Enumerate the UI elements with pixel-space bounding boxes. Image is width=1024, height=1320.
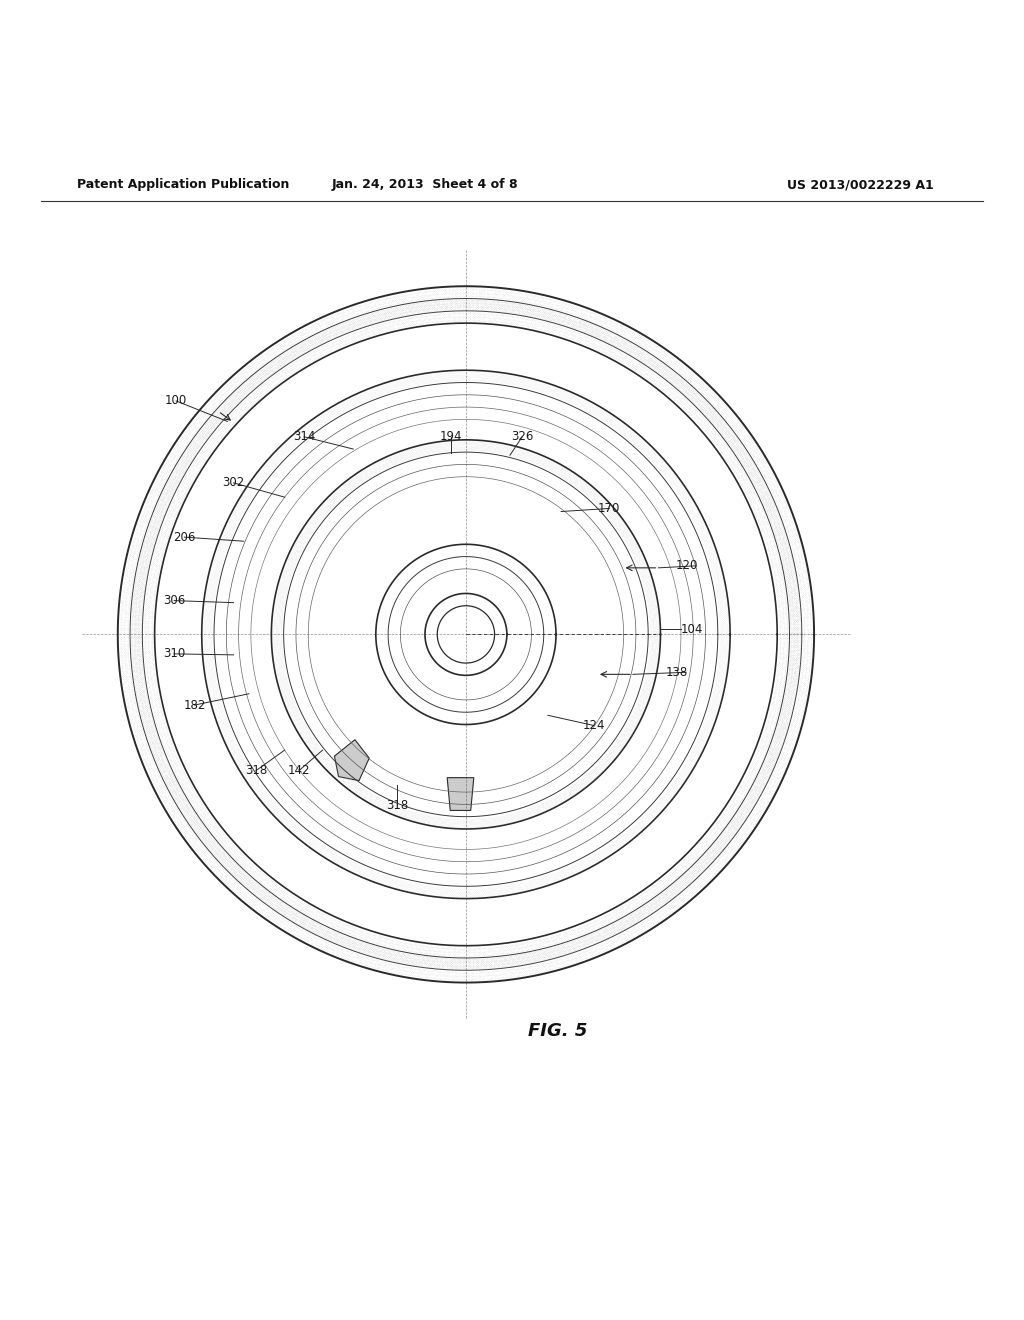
- Text: 194: 194: [439, 430, 462, 444]
- Text: 306: 306: [163, 594, 185, 607]
- Text: Jan. 24, 2013  Sheet 4 of 8: Jan. 24, 2013 Sheet 4 of 8: [332, 178, 518, 191]
- Text: FIG. 5: FIG. 5: [528, 1022, 588, 1040]
- Text: 318: 318: [386, 799, 409, 812]
- Text: 100: 100: [165, 395, 187, 408]
- Text: 302: 302: [222, 477, 245, 490]
- Text: 170: 170: [598, 502, 621, 515]
- Text: 124: 124: [583, 719, 605, 733]
- Text: 120: 120: [676, 560, 698, 573]
- Polygon shape: [335, 739, 370, 780]
- Text: 318: 318: [245, 764, 267, 777]
- Text: 182: 182: [183, 698, 206, 711]
- Text: 138: 138: [666, 665, 688, 678]
- Text: Patent Application Publication: Patent Application Publication: [77, 178, 289, 191]
- Text: 314: 314: [293, 430, 315, 444]
- Polygon shape: [447, 777, 474, 810]
- Text: 104: 104: [681, 623, 703, 636]
- Text: US 2013/0022229 A1: US 2013/0022229 A1: [786, 178, 934, 191]
- Text: 142: 142: [288, 764, 310, 777]
- Text: 326: 326: [511, 430, 534, 444]
- Text: 310: 310: [163, 647, 185, 660]
- Text: 206: 206: [173, 531, 196, 544]
